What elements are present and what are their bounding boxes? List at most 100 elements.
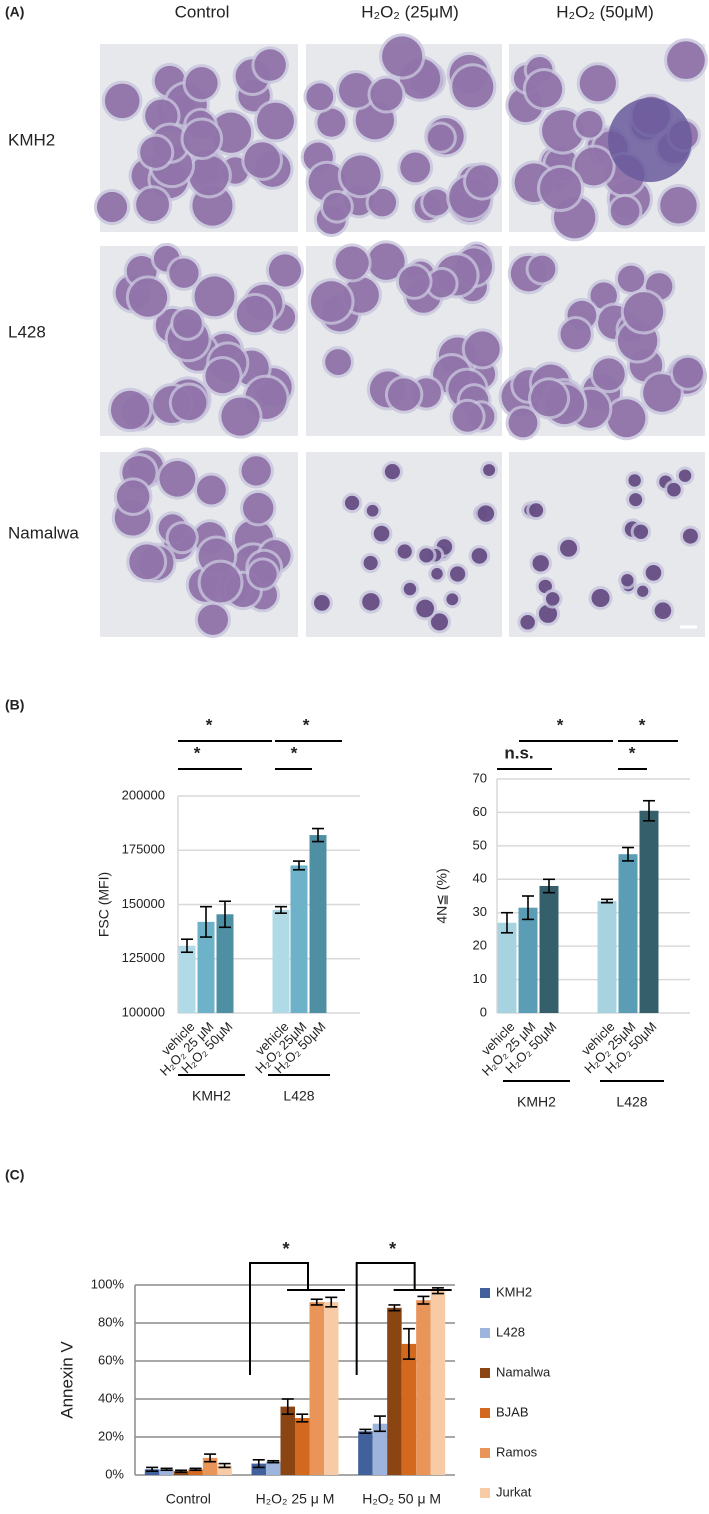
cell-nucleus: [633, 524, 649, 540]
y-tick-label: 40: [473, 871, 487, 886]
error-bar: [373, 1415, 386, 1433]
error-bar: [522, 895, 534, 921]
legend-label: Namalwa: [496, 1364, 551, 1379]
legend-label: Jurkat: [496, 1484, 532, 1499]
cell-nucleus: [532, 555, 549, 572]
group-label: L428: [616, 1094, 647, 1110]
cell-nucleus: [159, 460, 196, 497]
cell-nucleus: [520, 615, 535, 630]
cell-nucleus: [617, 265, 645, 293]
cell-nucleus: [183, 120, 221, 158]
x-tick-label: H₂O₂ 25 μ M: [256, 1491, 335, 1507]
y-tick-label: 40%: [98, 1390, 124, 1405]
panel-label: (C): [5, 1167, 24, 1183]
cell-nucleus: [464, 331, 500, 367]
cell-nucleus: [370, 78, 403, 111]
significance-label: *: [206, 715, 213, 734]
significance-bracket: [355, 1262, 452, 1375]
cell-nucleus: [529, 503, 544, 518]
significance-label: *: [629, 743, 636, 762]
cell-nucleus: [366, 504, 379, 517]
error-bar: [219, 900, 231, 929]
legend-swatch: [480, 1328, 490, 1338]
error-bar: [275, 905, 287, 914]
cell-nucleus: [607, 399, 646, 438]
bar: [309, 1302, 324, 1475]
y-tick-label: 60: [473, 804, 487, 819]
y-axis-label: Annexin V: [57, 1341, 76, 1419]
error-bar: [310, 1298, 323, 1306]
x-tick-label: Control: [166, 1491, 211, 1507]
bar: [251, 1463, 266, 1475]
cell-nucleus: [667, 41, 705, 80]
bar: [144, 1469, 160, 1475]
cell-nucleus: [678, 469, 692, 482]
bar: [280, 1406, 295, 1475]
x-tick-label: H₂O₂ 50 μ M: [362, 1491, 441, 1507]
y-tick-label: 10: [473, 971, 487, 986]
bar: [272, 909, 290, 1013]
significance-label: *: [389, 1239, 396, 1259]
column-label: H₂O₂ (25μM): [361, 2, 459, 21]
bar: [539, 885, 559, 1013]
cell-nucleus: [323, 192, 351, 221]
panel-label: (B): [5, 697, 24, 713]
cell-nucleus: [397, 544, 412, 559]
cell-nucleus: [465, 165, 499, 198]
y-tick-label: 70: [473, 770, 487, 785]
cell-nucleus: [643, 374, 681, 412]
y-tick-label: 0%: [105, 1466, 124, 1481]
y-tick-label: 125000: [122, 950, 165, 965]
legend-label: L428: [496, 1324, 525, 1339]
cell-nucleus: [241, 456, 271, 486]
cell-nucleus: [363, 555, 378, 571]
cell-nucleus: [416, 599, 435, 618]
row-label: Namalwa: [8, 523, 79, 542]
cell-nucleus: [538, 604, 558, 623]
bar: [266, 1461, 281, 1475]
error-bar: [267, 1459, 280, 1464]
cell-nucleus: [645, 564, 662, 581]
cell-nucleus: [236, 295, 274, 333]
bar: [372, 1423, 388, 1475]
cell-nucleus: [339, 72, 374, 108]
y-tick-label: 200000: [122, 787, 165, 802]
bar: [618, 854, 638, 1013]
cell-nucleus: [560, 539, 578, 557]
bar: [290, 865, 308, 1013]
error-bar: [359, 1428, 372, 1434]
cell-nucleus: [197, 604, 229, 635]
cell-nucleus: [254, 49, 286, 81]
error-bar: [643, 799, 655, 822]
cell-nucleus: [430, 613, 449, 631]
cell-nucleus: [592, 358, 625, 391]
group-label: L428: [283, 1088, 314, 1104]
cell-nucleus: [423, 189, 450, 216]
error-bar: [160, 1467, 173, 1472]
bar: [416, 1300, 431, 1475]
bar: [216, 914, 234, 1013]
y-tick-label: 20%: [98, 1428, 124, 1443]
bar: [295, 1418, 310, 1475]
cell-nucleus: [654, 602, 672, 620]
cell-nucleus: [249, 560, 277, 588]
cell-nucleus: [362, 593, 380, 611]
bar: [358, 1431, 373, 1475]
significance-label: *: [282, 1239, 289, 1259]
cell-nucleus: [136, 188, 170, 222]
cell-nucleus: [368, 188, 397, 217]
cell-nucleus: [682, 528, 698, 544]
y-tick-label: 100000: [122, 1004, 165, 1019]
legend-label: BJAB: [496, 1404, 529, 1419]
cell-nucleus: [398, 266, 430, 297]
bar: [159, 1469, 174, 1475]
y-axis-label: FSC (MFI): [96, 872, 112, 937]
bar: [324, 1302, 339, 1475]
cell-nucleus: [403, 582, 417, 596]
y-tick-label: 100%: [91, 1276, 125, 1291]
cell-nucleus: [116, 480, 150, 513]
error-bar: [501, 911, 513, 934]
significance-label: *: [303, 715, 310, 734]
cell-nucleus: [590, 282, 617, 309]
